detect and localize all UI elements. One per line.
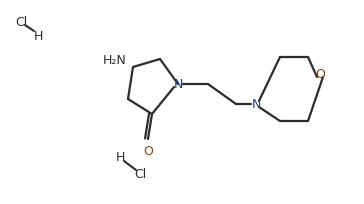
- Text: Cl: Cl: [15, 16, 27, 28]
- Text: Cl: Cl: [134, 168, 146, 181]
- Text: O: O: [143, 145, 153, 158]
- Text: H: H: [115, 151, 125, 164]
- Text: H: H: [33, 29, 43, 42]
- Text: O: O: [315, 68, 325, 81]
- Text: H₂N: H₂N: [103, 53, 127, 66]
- Text: N: N: [251, 98, 261, 111]
- Text: N: N: [173, 78, 183, 91]
